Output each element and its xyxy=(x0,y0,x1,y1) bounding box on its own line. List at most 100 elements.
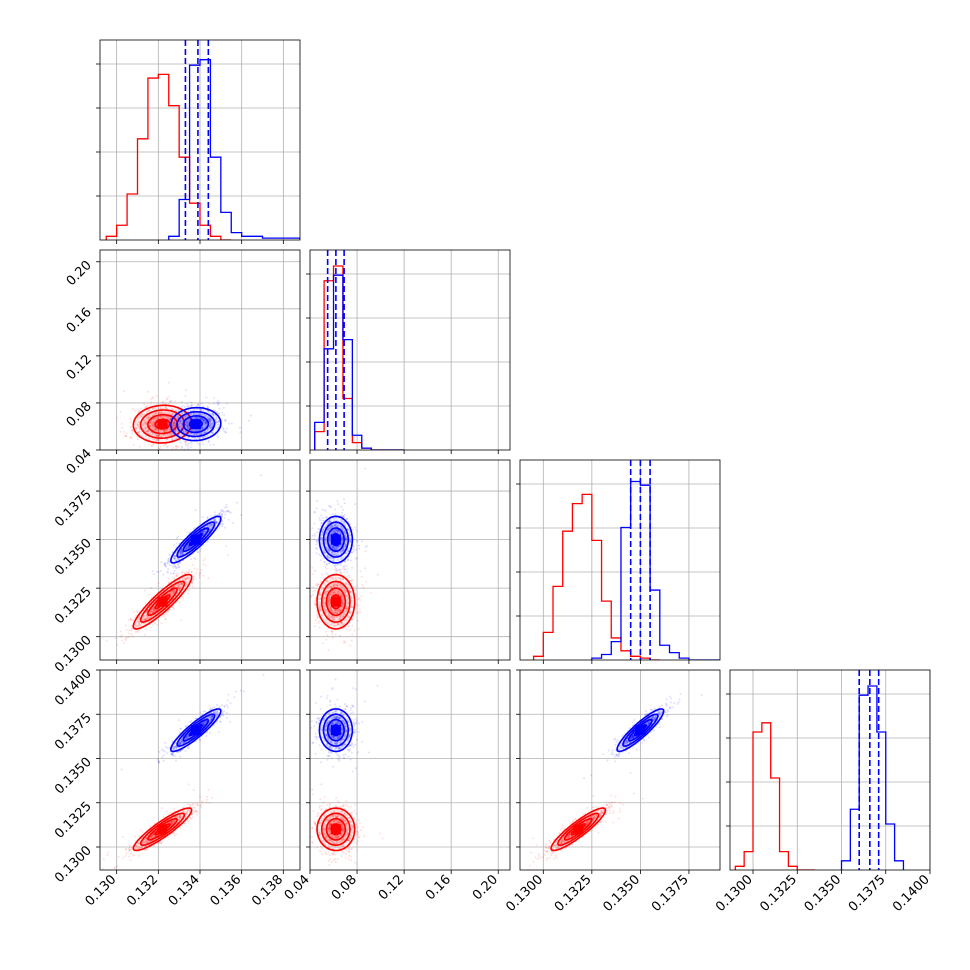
point xyxy=(187,577,190,580)
point xyxy=(190,557,193,560)
point xyxy=(329,616,332,619)
point xyxy=(154,406,157,409)
point xyxy=(327,622,330,625)
point xyxy=(145,421,148,424)
point xyxy=(332,578,335,581)
grid-1-0 xyxy=(100,250,300,450)
point xyxy=(202,574,205,577)
point xyxy=(184,424,187,427)
point xyxy=(340,592,343,595)
point xyxy=(222,406,225,409)
point xyxy=(178,587,181,590)
point xyxy=(229,511,232,514)
point xyxy=(154,622,157,625)
point xyxy=(184,416,187,419)
point xyxy=(147,409,150,412)
point xyxy=(186,544,189,547)
point xyxy=(219,510,222,513)
point xyxy=(151,610,154,613)
point xyxy=(204,431,207,434)
point xyxy=(216,411,219,414)
point xyxy=(172,566,175,569)
point xyxy=(236,501,239,504)
point xyxy=(186,426,189,429)
point xyxy=(344,583,347,586)
point xyxy=(326,579,329,582)
point xyxy=(196,442,199,445)
point xyxy=(319,580,322,583)
point xyxy=(187,432,190,435)
point xyxy=(342,615,345,618)
point xyxy=(217,436,220,439)
point xyxy=(204,435,207,438)
point xyxy=(198,436,201,439)
point xyxy=(168,564,171,567)
point xyxy=(202,530,205,533)
point xyxy=(151,424,154,427)
point xyxy=(138,622,141,625)
point xyxy=(171,593,174,596)
point xyxy=(348,610,351,613)
point xyxy=(259,474,262,477)
point xyxy=(343,622,346,625)
point xyxy=(202,530,205,533)
point xyxy=(153,438,156,441)
point xyxy=(186,544,189,547)
point xyxy=(120,634,123,637)
point xyxy=(166,446,169,449)
point xyxy=(171,591,174,594)
point xyxy=(171,606,174,609)
point xyxy=(178,562,181,565)
point xyxy=(198,576,201,579)
point xyxy=(144,618,147,621)
point xyxy=(190,401,193,404)
point xyxy=(336,592,339,595)
point xyxy=(338,590,341,593)
point xyxy=(327,562,330,565)
point xyxy=(124,638,127,641)
point xyxy=(152,443,155,446)
point xyxy=(345,607,348,610)
point xyxy=(171,426,174,429)
point xyxy=(206,406,209,409)
point xyxy=(187,571,190,574)
point xyxy=(143,617,146,620)
point xyxy=(345,590,348,593)
point xyxy=(317,622,320,625)
point xyxy=(198,428,201,431)
point xyxy=(340,571,343,574)
point xyxy=(364,550,367,553)
point xyxy=(174,436,177,439)
point xyxy=(347,616,350,619)
point xyxy=(175,566,178,569)
point xyxy=(181,429,184,432)
point xyxy=(138,416,141,419)
point xyxy=(187,427,190,430)
point xyxy=(324,611,327,614)
point xyxy=(338,617,341,620)
point xyxy=(175,409,178,412)
point xyxy=(325,571,328,574)
point xyxy=(343,641,346,644)
point xyxy=(210,524,213,527)
point xyxy=(335,608,338,611)
point xyxy=(152,624,155,627)
point xyxy=(165,438,168,441)
point xyxy=(314,603,317,606)
point xyxy=(322,617,325,620)
point xyxy=(209,417,212,420)
point xyxy=(336,611,339,614)
point xyxy=(189,413,192,416)
point xyxy=(138,423,141,426)
point xyxy=(155,439,158,442)
point xyxy=(143,589,146,592)
point xyxy=(147,430,150,433)
point xyxy=(209,443,212,446)
point xyxy=(351,593,354,596)
point xyxy=(151,423,154,426)
point xyxy=(336,585,339,588)
point xyxy=(140,434,143,437)
point xyxy=(177,585,180,588)
point xyxy=(179,420,182,423)
hist-0-series-1 xyxy=(168,59,300,240)
